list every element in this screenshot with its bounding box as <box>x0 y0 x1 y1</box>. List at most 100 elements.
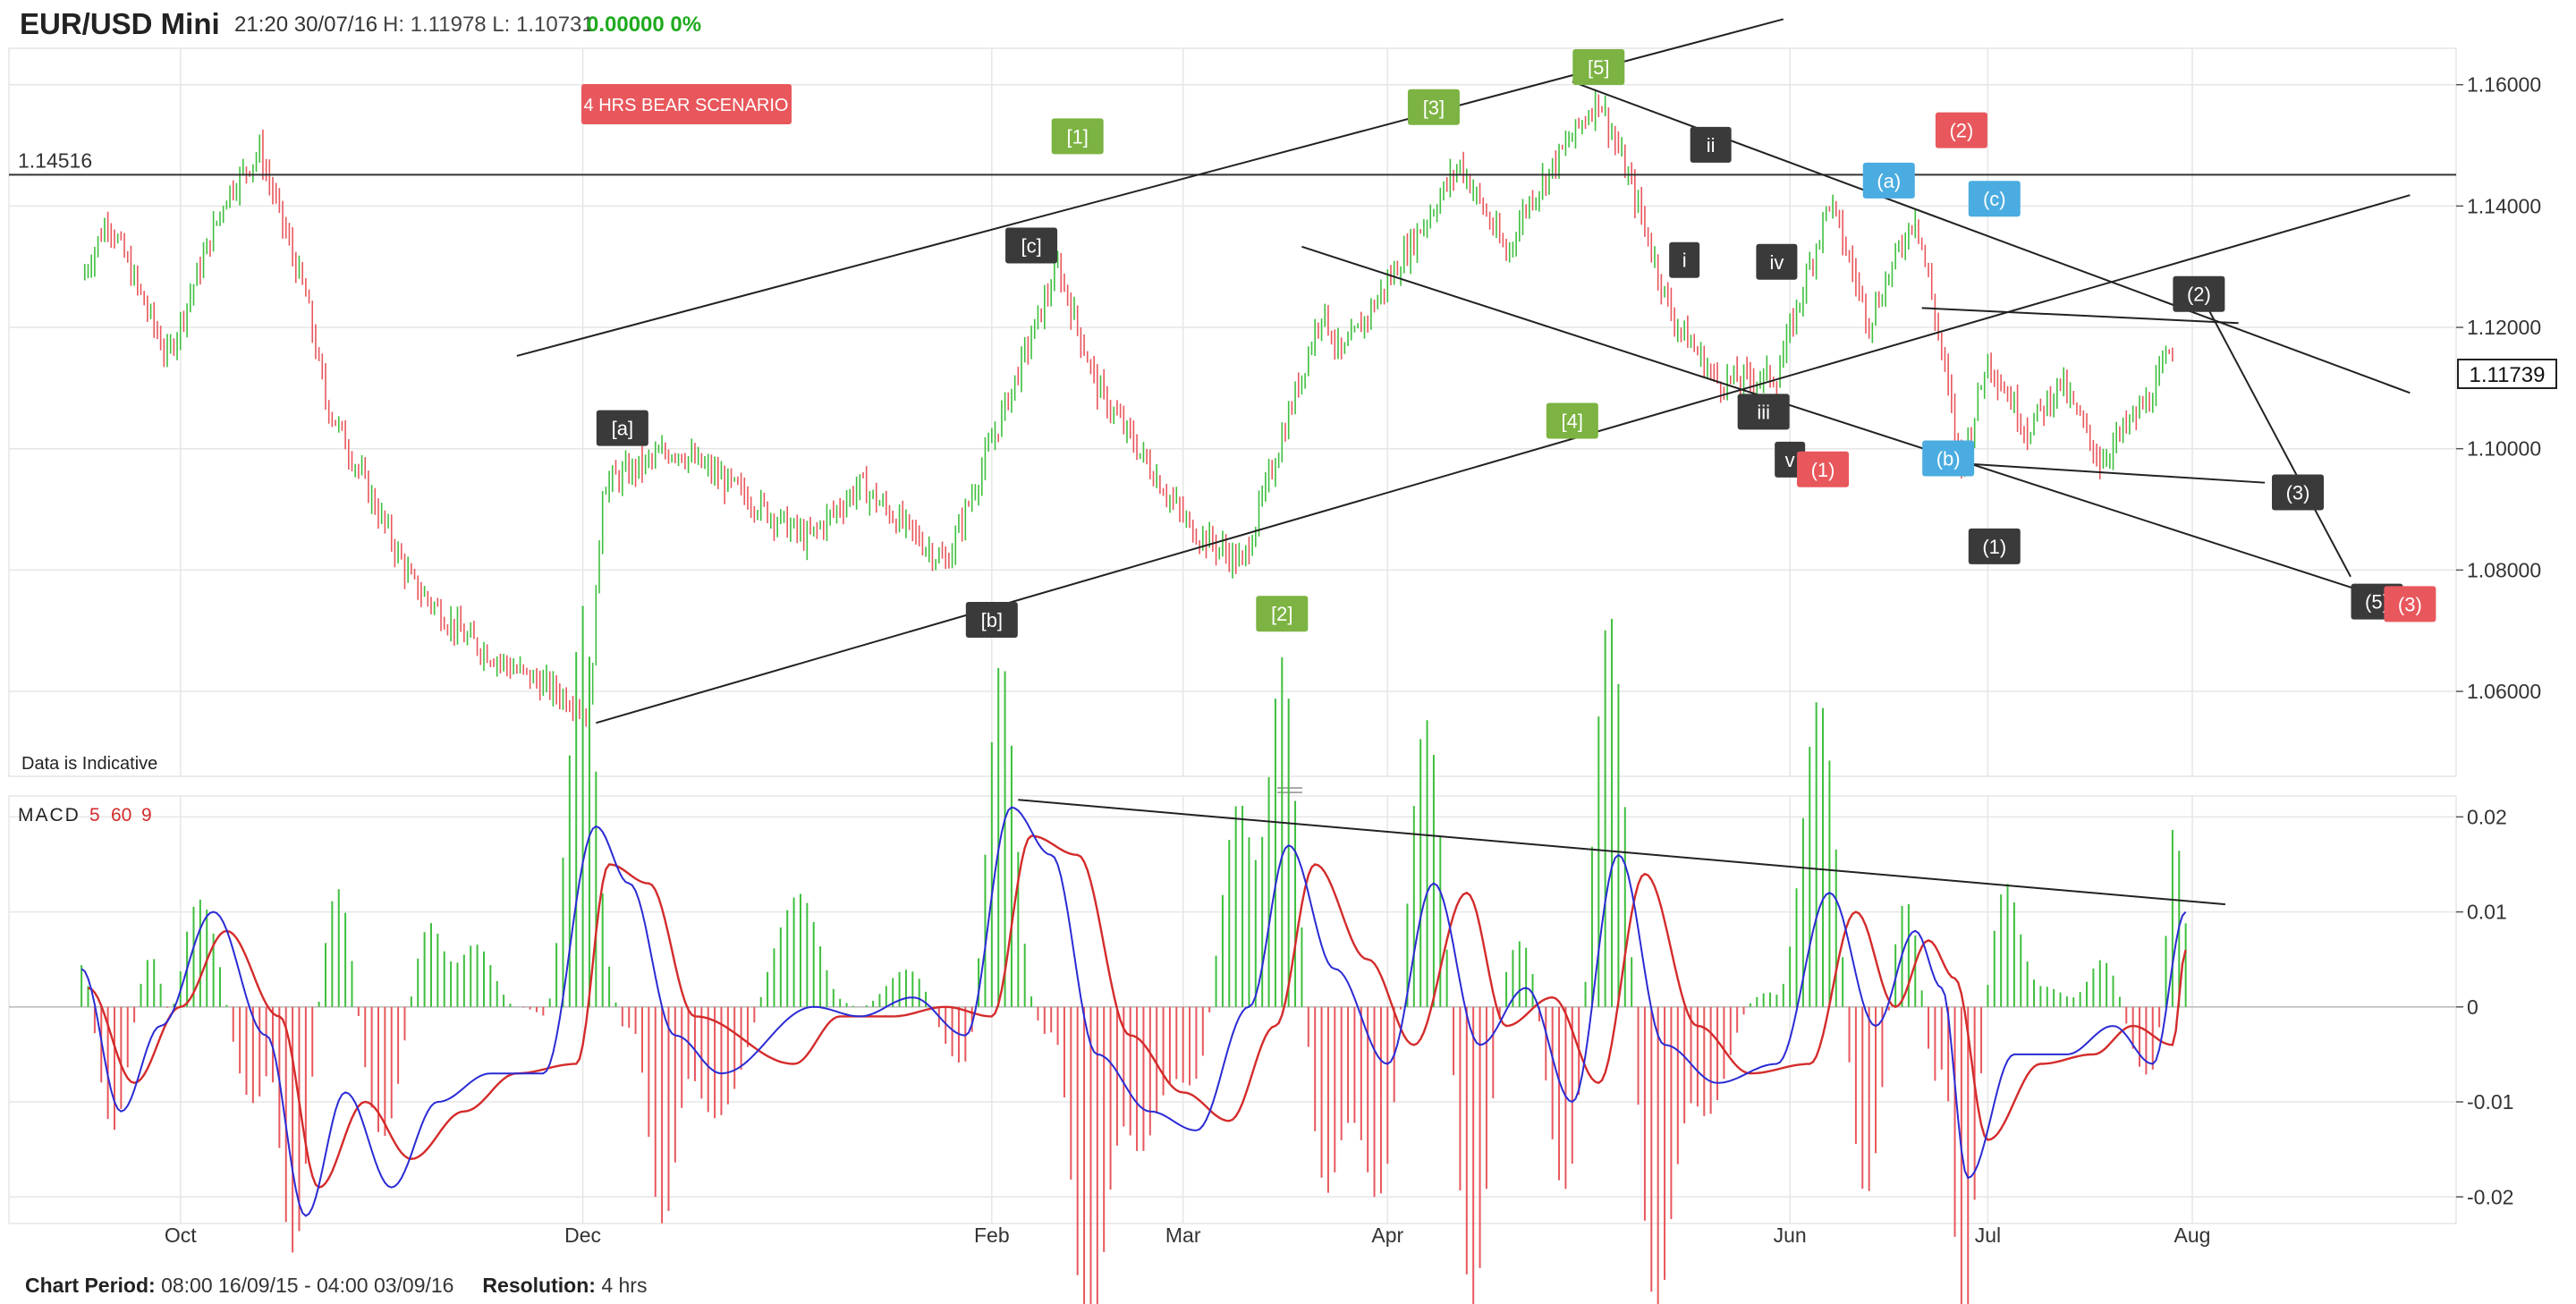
macd-tick-label: 0.02 <box>2467 805 2507 828</box>
data-indicative-note: Data is Indicative <box>21 754 157 774</box>
macd-line <box>80 806 2187 1217</box>
price-panel[interactable]: 1.14516 [a][b][c][1][2][3][4][5]iiiiiiiv… <box>8 18 2557 777</box>
x-tick-label: Apr <box>1371 1224 1403 1247</box>
wave-label: (a) <box>1877 170 1901 192</box>
x-tick-label: Oct <box>165 1224 197 1247</box>
panel-resize-handle[interactable] <box>1277 787 1302 793</box>
macd-panel-frame <box>8 795 2457 1224</box>
wave-label-box <box>1797 451 1850 487</box>
y-tick-label: 1.12000 <box>2467 316 2541 339</box>
wave-label-box <box>1051 118 1104 155</box>
macd-param-signal: 9 <box>141 805 152 826</box>
macd-param-fast: 5 <box>89 805 100 826</box>
scenario-badge-bg <box>581 84 792 124</box>
x-tick-label: Jun <box>1774 1224 1807 1247</box>
macd-title: MACD <box>18 805 80 826</box>
wave-label: (b) <box>1936 448 1961 470</box>
wave-label-box <box>1862 162 1915 199</box>
macd-panel[interactable]: 0.02 0.01 0 -0.01 -0.02 MACD 5 60 9 <box>8 605 2513 1304</box>
wave-label: (3) <box>2398 593 2422 615</box>
chart-footer: Chart Period: 08:00 16/09/15 - 04:00 03/… <box>25 1274 647 1298</box>
price-panel-frame <box>8 47 2457 777</box>
macd-histogram <box>80 605 2187 1304</box>
wave-label: [5] <box>1588 56 1609 79</box>
wave-label: [4] <box>1562 410 1583 432</box>
wave-label-box <box>596 410 648 446</box>
x-axis: Oct Dec Feb Mar Apr Jun Jul Aug <box>165 1224 2211 1247</box>
y-tick-label: 1.14000 <box>2467 194 2541 217</box>
wave-label: [3] <box>1423 97 1445 119</box>
price-candles <box>84 89 2174 727</box>
x-tick-label: Dec <box>564 1224 601 1247</box>
wave-label-box <box>1922 440 1975 477</box>
wave-label: [c] <box>1021 234 1041 257</box>
handle-bar-bottom <box>1277 792 1302 793</box>
timestamp: 21:20 30/07/16 <box>234 13 378 37</box>
period-label: Chart Period: <box>25 1274 156 1297</box>
trendline <box>1921 307 2239 325</box>
macd-param-slow: 60 <box>111 805 131 826</box>
level-label: 1.14516 <box>18 148 92 172</box>
trendlines[interactable] <box>516 18 2411 724</box>
macd-tick-label: 0 <box>2467 995 2479 1019</box>
current-price-box: 1.11739 <box>2457 359 2557 389</box>
wave-label: ii <box>1707 134 1716 157</box>
current-price: 1.11739 <box>2470 363 2546 387</box>
wave-label-box <box>1690 126 1732 163</box>
trendline <box>2191 278 2351 578</box>
trendline <box>1968 462 2266 484</box>
wave-label-box <box>1005 227 1058 264</box>
trendline <box>596 194 2411 724</box>
x-tick-label: Jul <box>1975 1224 2001 1247</box>
wave-label: iii <box>1757 401 1770 423</box>
x-tick-label: Feb <box>974 1224 1010 1247</box>
wave-label-box <box>2384 586 2436 622</box>
wave-label: v <box>1785 449 1795 471</box>
wave-label-box <box>1256 596 1309 632</box>
wave-label: i <box>1682 250 1687 272</box>
wave-label-box <box>965 601 1018 638</box>
macd-trendline[interactable] <box>1018 799 2225 906</box>
wave-label: [b] <box>981 609 1003 631</box>
macd-tick-label: -0.02 <box>2467 1185 2513 1208</box>
wave-label-box <box>1669 241 1700 278</box>
y-tick-label: 1.08000 <box>2467 558 2541 581</box>
wave-label-box <box>1737 394 1790 430</box>
handle-bar-top <box>1277 787 1302 789</box>
change-value: 0.00000 0% <box>587 13 702 37</box>
wave-label-box <box>1968 528 2021 564</box>
wave-label-box <box>1407 89 1460 125</box>
macd-y-axis: 0.02 0.01 0 -0.01 -0.02 <box>2456 805 2513 1208</box>
wave-label: (1) <box>1811 459 1835 481</box>
price-y-axis: 1.16000 1.14000 1.12000 1.10000 1.08000 1.060… <box>2456 73 2541 703</box>
wave-label-box <box>2272 474 2325 511</box>
trendline <box>516 18 1784 357</box>
wave-label: (2) <box>2187 284 2211 306</box>
wave-label-box <box>1935 112 1987 148</box>
wave-label: [a] <box>612 418 633 440</box>
wave-label-box <box>2173 275 2225 312</box>
wave-label-box <box>1572 49 1625 86</box>
signal-line <box>88 834 2187 1189</box>
wave-label: (3) <box>2286 482 2310 504</box>
wave-label: (1) <box>1982 536 2006 558</box>
x-tick-label: Aug <box>2174 1224 2211 1247</box>
scenario-badge: 4 HRS BEAR SCENARIO <box>581 84 792 124</box>
wave-label: [1] <box>1066 125 1088 148</box>
y-tick-label: 1.10000 <box>2467 437 2541 461</box>
wave-label-box <box>1756 243 1798 280</box>
wave-label: [2] <box>1271 603 1292 625</box>
symbol-title: EUR/USD Mini <box>20 7 220 40</box>
macd-tick-label: -0.01 <box>2467 1090 2513 1113</box>
resolution-label: Resolution: <box>482 1274 596 1297</box>
scenario-label: 4 HRS BEAR SCENARIO <box>584 96 789 115</box>
macd-legend: MACD 5 60 9 <box>18 805 152 826</box>
wave-label: (2) <box>1949 120 1973 142</box>
x-tick-label: Mar <box>1165 1224 1201 1247</box>
macd-tick-label: 0.01 <box>2467 901 2507 924</box>
current-price-frame <box>2457 359 2557 389</box>
trendline <box>1301 245 2371 595</box>
y-tick-label: 1.06000 <box>2467 680 2541 703</box>
